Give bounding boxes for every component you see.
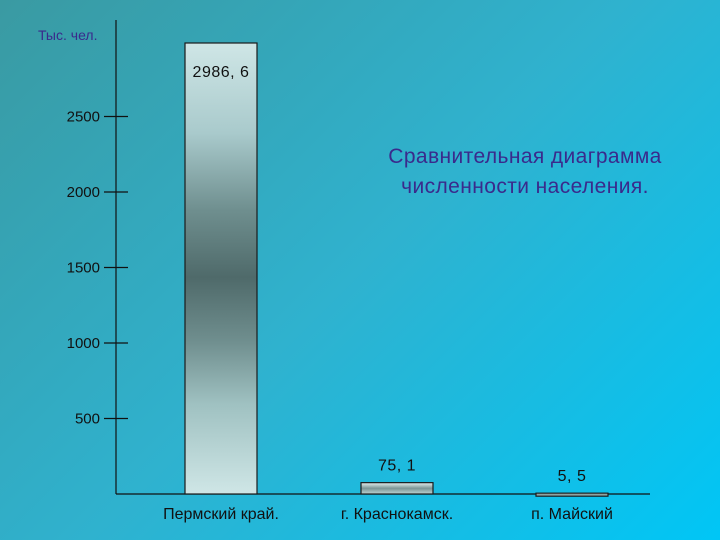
- bar-2: [360, 482, 434, 495]
- chart-title: Сравнительная диаграмма численности насе…: [340, 142, 710, 202]
- y-axis-unit-label: Тыс. чел.: [38, 27, 97, 43]
- y-tick-label: 500: [75, 410, 100, 427]
- category-label-2: г. Краснокамск.: [341, 506, 453, 523]
- data-label-3: 5, 5: [558, 468, 587, 485]
- y-tick-label: 2500: [67, 108, 100, 125]
- data-label-2: 75, 1: [378, 458, 416, 475]
- chart-title-line-2: численности населения.: [401, 175, 649, 198]
- y-tick-label: 1500: [67, 259, 100, 276]
- data-label-1: 2986, 6: [193, 64, 250, 81]
- category-label-1: Пермский край.: [163, 506, 279, 523]
- y-tick-label: 1000: [67, 335, 100, 352]
- y-tick-label: 2000: [67, 184, 100, 201]
- chart-title-line-1: Сравнительная диаграмма: [388, 145, 662, 168]
- bar-1: [184, 42, 258, 495]
- category-label-3: п. Майский: [531, 506, 613, 523]
- bar-3: [535, 492, 609, 497]
